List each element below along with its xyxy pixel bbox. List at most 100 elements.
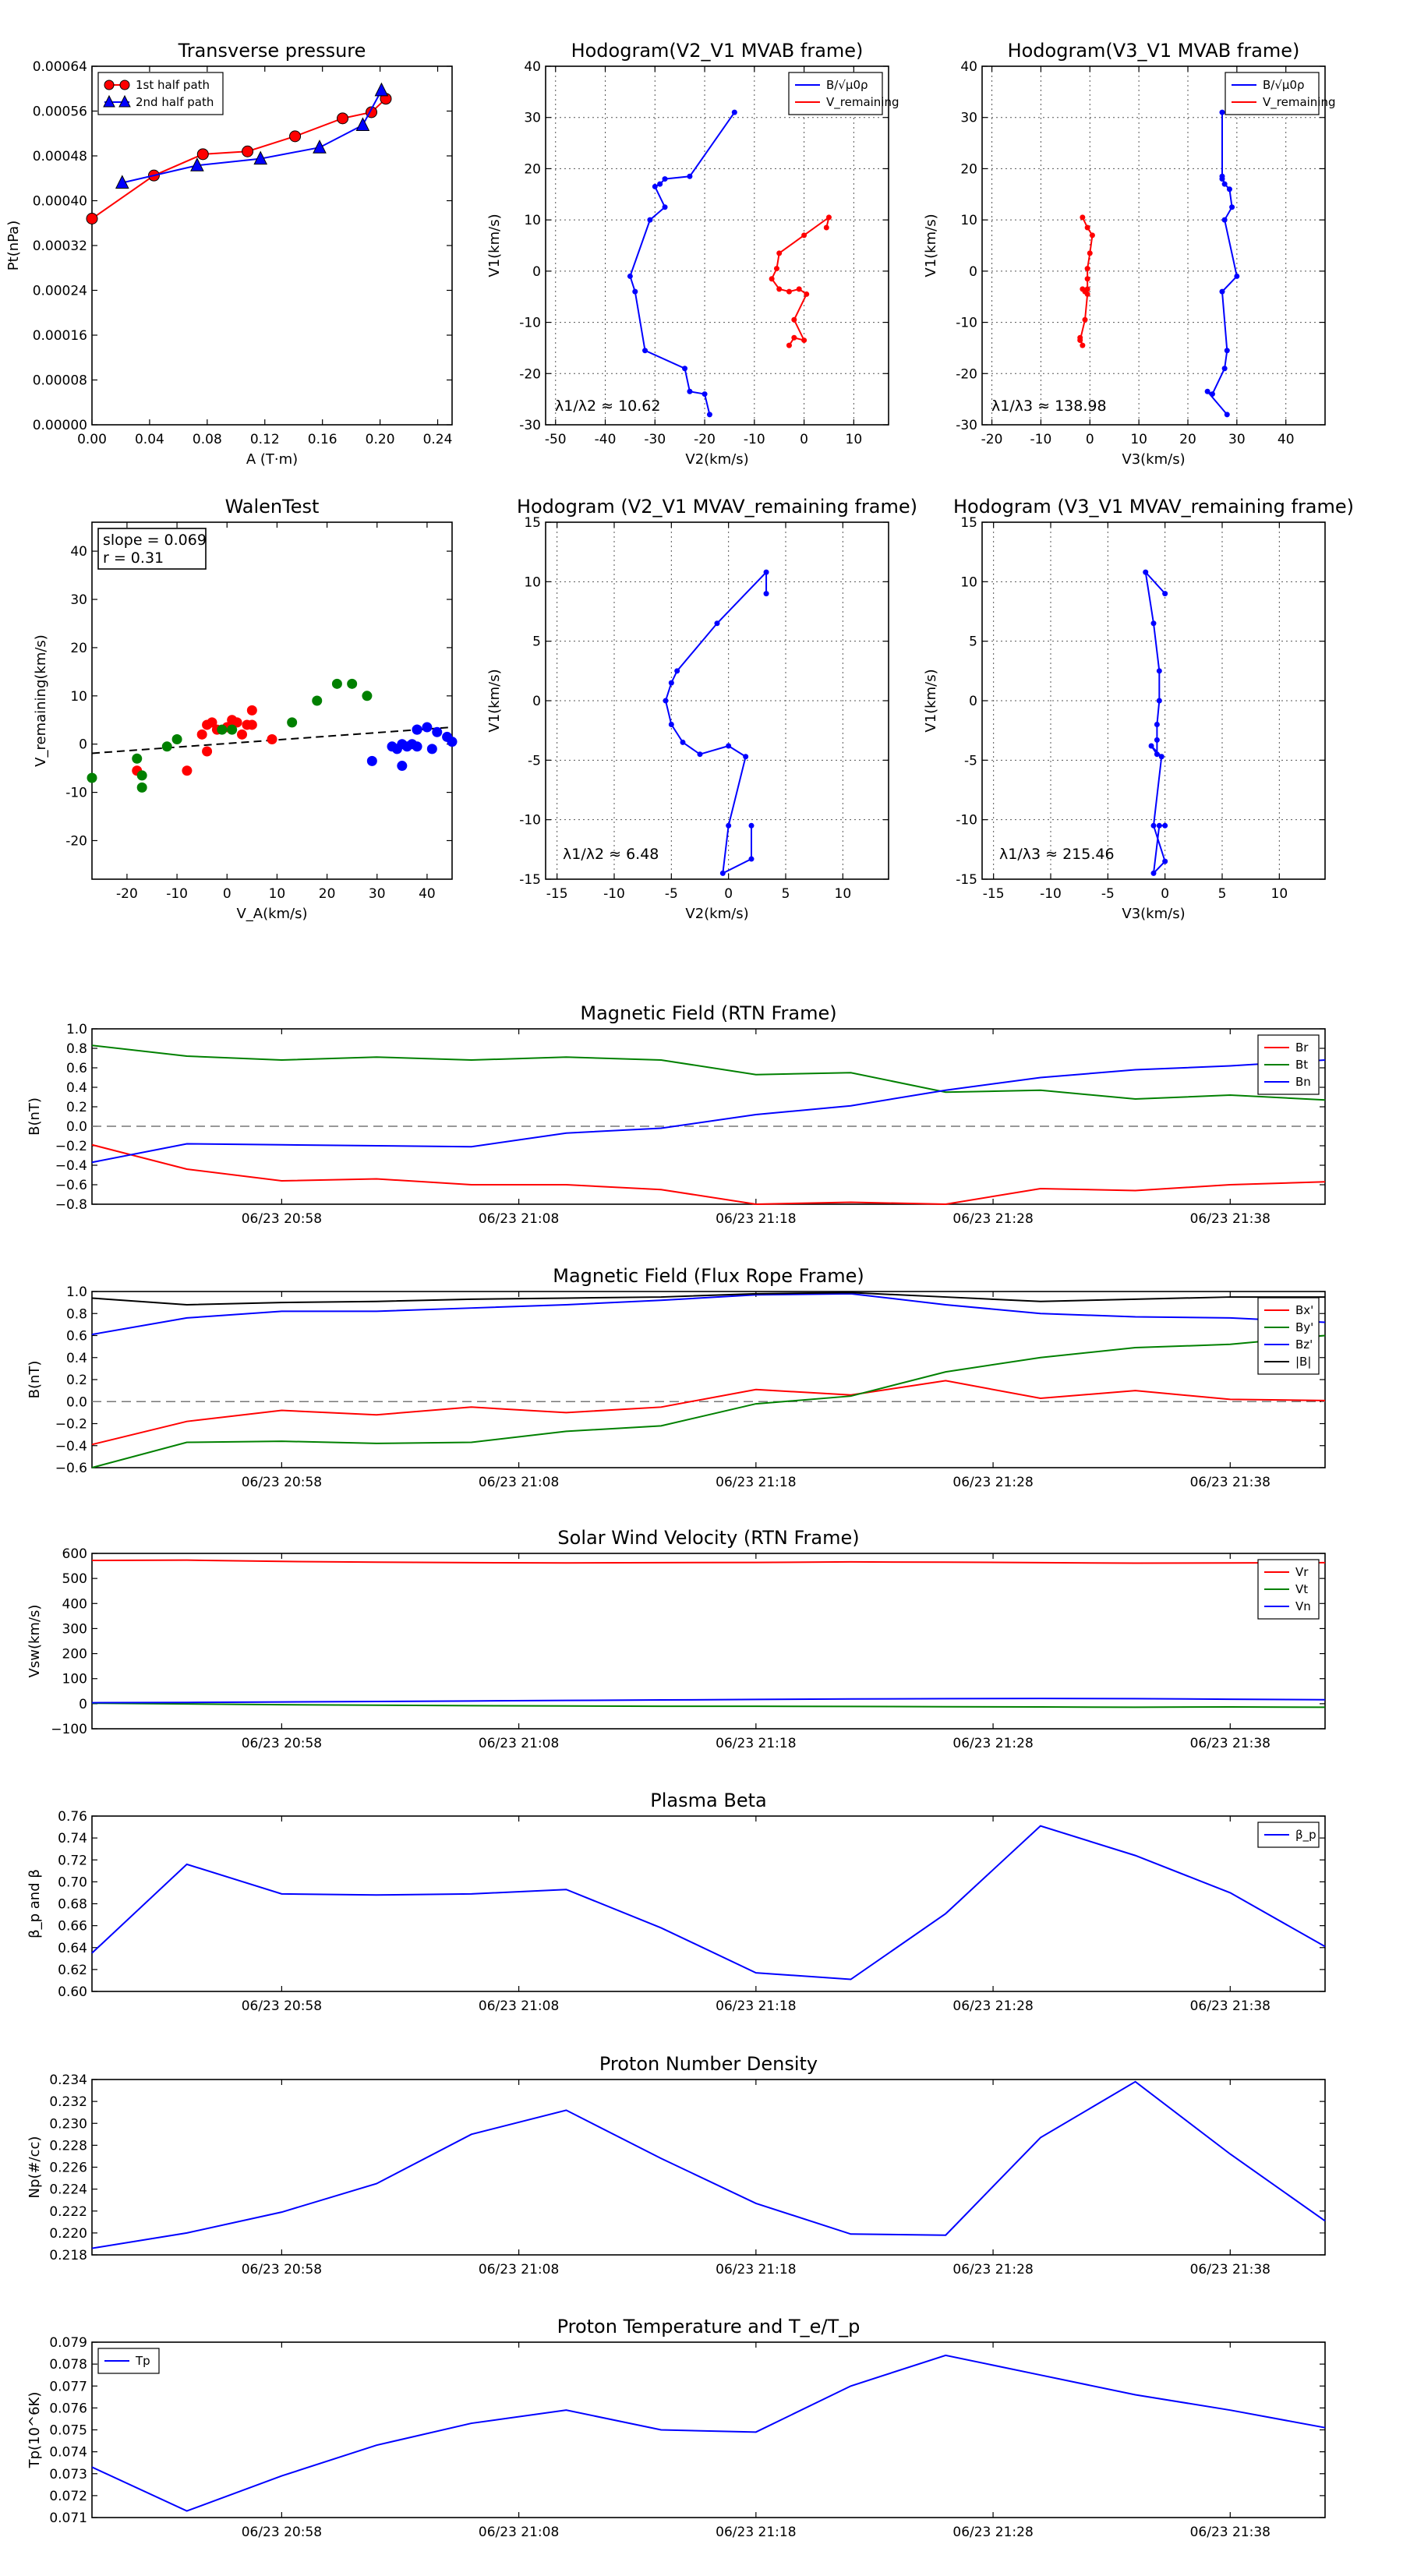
data-point xyxy=(1162,858,1168,864)
x-tick-label: 06/23 21:18 xyxy=(716,1475,796,1490)
x-tick-label: -20 xyxy=(981,432,1003,447)
x-tick-label: 20 xyxy=(1179,432,1196,447)
y-axis-label: Tp(10^6K) xyxy=(27,2392,43,2469)
data-point xyxy=(763,591,769,597)
y-tick-label: 100 xyxy=(62,1672,87,1687)
y-tick-label: 15 xyxy=(524,515,541,531)
y-tick-label: 20 xyxy=(524,161,541,177)
series-line-0 xyxy=(91,1825,1326,1981)
data-point xyxy=(1077,334,1083,341)
legend-label: B/√μ0ρ xyxy=(826,78,868,92)
data-point xyxy=(1204,388,1210,394)
data-point xyxy=(731,109,737,115)
series-line-0 xyxy=(91,1143,1326,1206)
y-tick-label: -20 xyxy=(956,366,977,382)
x-tick-label: -5 xyxy=(1101,886,1115,902)
data-point xyxy=(748,822,755,829)
x-tick-label: 06/23 21:08 xyxy=(479,1736,559,1751)
y-tick-label: 10 xyxy=(524,213,541,228)
series-line-0 xyxy=(91,2080,1326,2249)
y-tick-label: 0.00016 xyxy=(33,328,87,344)
data-point xyxy=(227,724,238,735)
data-point xyxy=(1154,722,1160,728)
y-tick-label: -10 xyxy=(956,316,977,331)
y-tick-label: -15 xyxy=(956,872,977,888)
x-tick-label: 06/23 21:38 xyxy=(1190,1736,1270,1751)
x-tick-label: -10 xyxy=(603,886,625,902)
x-tick-label: 06/23 21:28 xyxy=(952,1475,1033,1490)
data-point xyxy=(776,250,783,256)
y-tick-label: 10 xyxy=(524,574,541,590)
series-line-0 xyxy=(91,2354,1326,2512)
data-point xyxy=(313,140,327,154)
chart-h3: -15 -10 -5 0 5 10 15 -15 -10 -5 0 5 10 Hodogram (V2_V… xyxy=(486,496,917,922)
y-axis-label: B(nT) xyxy=(27,1097,43,1136)
chart-title: Magnetic Field (Flux Rope Frame) xyxy=(553,1265,864,1287)
legend-label: β_p xyxy=(1295,1828,1316,1843)
y-tick-label: 30 xyxy=(524,111,541,126)
y-tick-label: 0.74 xyxy=(58,1831,87,1846)
x-tick-label: 0.24 xyxy=(423,432,453,447)
y-tick-label: −100 xyxy=(51,1722,87,1737)
y-tick-label: 0.2 xyxy=(66,1373,87,1388)
x-tick-label: 06/23 21:08 xyxy=(479,1475,559,1490)
y-tick-label: 300 xyxy=(62,1621,87,1637)
data-point xyxy=(115,175,129,189)
x-tick-label: 10 xyxy=(1271,886,1288,902)
x-tick-label: 06/23 20:58 xyxy=(242,1998,322,2014)
data-point xyxy=(657,181,663,187)
data-point xyxy=(1221,217,1228,223)
y-tick-label: −0.6 xyxy=(55,1461,87,1476)
data-point xyxy=(774,266,780,272)
series-line-1 xyxy=(770,215,831,346)
y-tick-label: 0.66 xyxy=(58,1919,87,1935)
data-point xyxy=(246,719,257,730)
data-point xyxy=(237,729,247,740)
data-point xyxy=(804,291,810,297)
chart-bRTN: −0.8 −0.6 −0.4 −0.2 0.0 0.2 0.4 0.6 0.8 1.0 06/23 … xyxy=(27,1002,1326,1227)
legend-label: Bt xyxy=(1295,1058,1308,1072)
x-tick-label: 06/23 20:58 xyxy=(242,2262,322,2277)
x-tick-label: 06/23 21:18 xyxy=(716,1211,796,1227)
plot-frame xyxy=(91,2341,1326,2518)
x-tick-label: -15 xyxy=(546,886,568,902)
y-tick-label: 0.00032 xyxy=(33,239,87,254)
data-point xyxy=(662,204,668,210)
data-point xyxy=(680,739,686,745)
data-point xyxy=(87,772,97,783)
data-point xyxy=(362,691,373,701)
x-tick-label: 06/23 21:18 xyxy=(716,2525,796,2540)
x-tick-label: 10 xyxy=(269,886,286,902)
legend-label: Br xyxy=(1295,1041,1309,1055)
chart-bFR: −0.6 −0.4 −0.2 0.0 0.2 0.4 0.6 0.8 1.0 06/23 20:5… xyxy=(27,1265,1326,1490)
y-tick-label: 0.64 xyxy=(58,1941,87,1956)
data-point xyxy=(1148,743,1154,749)
legend-label: Vn xyxy=(1295,1599,1311,1613)
data-point xyxy=(1156,668,1162,674)
data-point xyxy=(246,705,257,716)
plot-frame xyxy=(545,65,889,426)
x-tick-label: 40 xyxy=(419,886,436,902)
x-tick-label: 5 xyxy=(1218,886,1227,902)
x-tick-label: 40 xyxy=(1278,432,1295,447)
data-point xyxy=(1150,822,1157,829)
y-tick-label: -15 xyxy=(519,872,541,888)
data-point xyxy=(1084,224,1090,231)
data-point xyxy=(422,722,433,733)
stats-text: slope = 0.069 xyxy=(103,532,207,549)
data-point xyxy=(1219,173,1225,179)
data-point xyxy=(719,870,726,876)
y-axis-label: B(nT) xyxy=(27,1361,43,1399)
data-point xyxy=(312,695,323,706)
series-line-1 xyxy=(91,1334,1326,1468)
x-tick-label: 0.20 xyxy=(366,432,395,447)
legend-label: Bx' xyxy=(1295,1303,1313,1317)
data-point xyxy=(207,717,217,728)
y-tick-label: -20 xyxy=(65,833,87,849)
y-tick-label: 0.8 xyxy=(66,1041,87,1057)
x-tick-label: 06/23 21:08 xyxy=(479,2525,559,2540)
data-point xyxy=(825,214,832,221)
x-tick-label: 06/23 21:28 xyxy=(952,2262,1033,2277)
y-tick-label: 400 xyxy=(62,1596,87,1612)
y-tick-label: 0.6 xyxy=(66,1061,87,1076)
